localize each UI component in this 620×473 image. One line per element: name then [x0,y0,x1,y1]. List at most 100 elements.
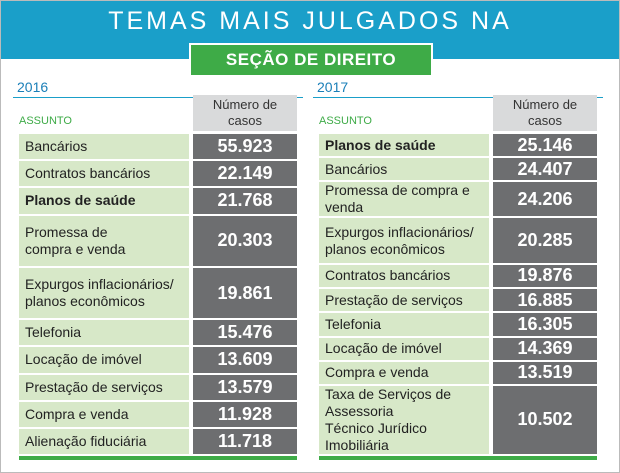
cases-cell: 13.609 [193,347,297,373]
subject-cell: Compra e venda [319,361,489,384]
cases-cell: 15.476 [193,320,297,346]
cases-cell: 55.923 [193,134,297,160]
subject-cell: Prestação de serviços [319,289,489,312]
subject-line: Contratos bancários [325,267,451,284]
divider [313,97,603,98]
subject-line: planos econômicos [25,293,145,309]
subject-line: Telefonia [25,324,82,341]
subject-cell: Expurgos inflacionários/planos econômico… [319,218,489,263]
subject-cell: Locação de imóvel [19,347,189,373]
cases-cell: 24.206 [493,182,597,217]
header-line: casos [228,113,262,128]
table-row: Alienação fiduciária 11.718 [19,428,297,455]
table-row: Taxa de Serviços de Assessoria Técnico Ju… [319,385,597,454]
year: 2017 [317,79,349,95]
subject-cell: Expurgos inflacionários/planos econômico… [19,267,189,319]
cases-cell: 19.861 [193,267,297,319]
cases-cell: 25.146 [493,134,597,157]
table-row: Planos de saúde 25.146 [319,134,597,157]
table-row: Compra e venda 11.928 [19,401,297,427]
subject-header: ASSUNTO [19,115,72,127]
subject-line: Locação de imóvel [25,351,142,368]
table-row: Prestação de serviços 16.885 [319,289,597,312]
cases-cell: 19.876 [493,264,597,288]
subject-line: Planos de saúde [25,192,136,209]
subject-line: Compra e venda [25,405,129,422]
subject-cell: Contratos bancários [319,264,489,288]
table-row: Expurgos inflacionários/planos econômico… [319,218,597,263]
subject-header: ASSUNTO [319,115,372,127]
subject-cell: Alienação fiduciária [19,428,189,455]
subject-cell: Locação de imóvel [319,337,489,360]
table-row: Locação de imóvel 13.609 [19,347,297,373]
table-row: Promessa de compra e venda 24.206 [319,182,597,217]
subject-line: Bancários [25,138,88,155]
subject-cell: Bancários [319,158,489,181]
table-row: Prestação de serviços 13.579 [19,374,297,400]
cases-cell: 22.149 [193,161,297,187]
subject-line: Promessa de [25,223,108,240]
subject-cell: Planos de saúde [19,188,189,214]
subject-cell: Contratos bancários [19,161,189,187]
cases-cell: 11.928 [193,401,297,427]
table-body: Bancários 55.923 Contratos bancários 22.149… [19,134,297,455]
subject-cell: Planos de saúde [319,134,489,157]
table-row: Telefonia 16.305 [319,313,597,336]
cases-cell: 14.369 [493,337,597,360]
cases-cell: 10.502 [493,385,597,454]
table-panel: 2016 ASSUNTO Número de casos Bancários 55.923… [13,79,303,459]
subject-cell: Telefonia [319,313,489,336]
subject-cell: Bancários [19,134,189,160]
footer-line [19,456,297,460]
cases-cell: 13.579 [193,374,297,400]
table-row: Bancários 55.923 [19,134,297,160]
header-line: casos [528,113,562,128]
subject-line: Planos de saúde [325,136,436,153]
cases-cell: 16.305 [493,313,597,336]
subject-line: Locação de imóvel [325,340,442,357]
subject-line: Expurgos inflacionários/ [325,223,474,240]
table-row: Compra e venda 13.519 [319,361,597,384]
subject-cell: Compra e venda [19,401,189,427]
subject-cell: Promessa de compra e venda [19,215,189,266]
cases-cell: 21.768 [193,188,297,214]
subject-line: Bancários [325,160,388,177]
cases-cell: 24.407 [493,158,597,181]
divider [13,97,303,98]
subject-cell: Telefonia [19,320,189,346]
subject-line: Contratos bancários [25,165,151,182]
subject-line: Prestação de serviços [325,291,463,308]
title: TEMAS MAIS JULGADOS NA [108,7,512,35]
cases-cell: 13.519 [493,361,597,384]
cases-header: Número de casos [193,95,297,131]
table-row: Telefonia 15.476 [19,320,297,346]
header-line: Número de [212,97,278,112]
table-row: Promessa de compra e venda 20.303 [19,215,297,266]
subject-line: Técnico Jurídico Imobiliária [325,419,427,453]
subject-cell: Taxa de Serviços de Assessoria Técnico Ju… [319,385,489,454]
year: 2016 [17,79,49,95]
subject-line: Compra e venda [325,364,429,381]
table-body: Planos de saúde 25.146 Bancários 24.407 Prom… [319,134,597,454]
cases-cell: 11.718 [193,428,297,455]
table-row: Contratos bancários 19.876 [319,264,597,288]
table-row: Expurgos inflacionários/planos econômico… [19,267,297,319]
subtitle: SEÇÃO DE DIREITO PRIVADO [189,43,433,99]
subject-line: Telefonia [325,315,382,332]
table-row: Contratos bancários 22.149 [19,161,297,187]
subject-line: Alienação fiduciária [25,432,147,449]
subject-line: Prestação de serviços [25,378,163,395]
table-row: Bancários 24.407 [319,158,597,181]
header-line: Número de [512,97,578,112]
subject-line: Expurgos inflacionários/ [25,276,174,292]
subject-cell: Promessa de compra e venda [319,182,489,217]
cases-cell: 20.303 [193,215,297,266]
subject-cell: Prestação de serviços [19,374,189,400]
cases-cell: 20.285 [493,218,597,263]
subject-line: Promessa de compra e venda [325,182,470,216]
subject-line: planos econômicos [325,240,445,257]
cases-header: Número de casos [493,95,597,131]
table-row: Planos de saúde 21.768 [19,188,297,214]
subject-line: compra e venda [25,240,126,257]
footer-line [319,456,597,460]
